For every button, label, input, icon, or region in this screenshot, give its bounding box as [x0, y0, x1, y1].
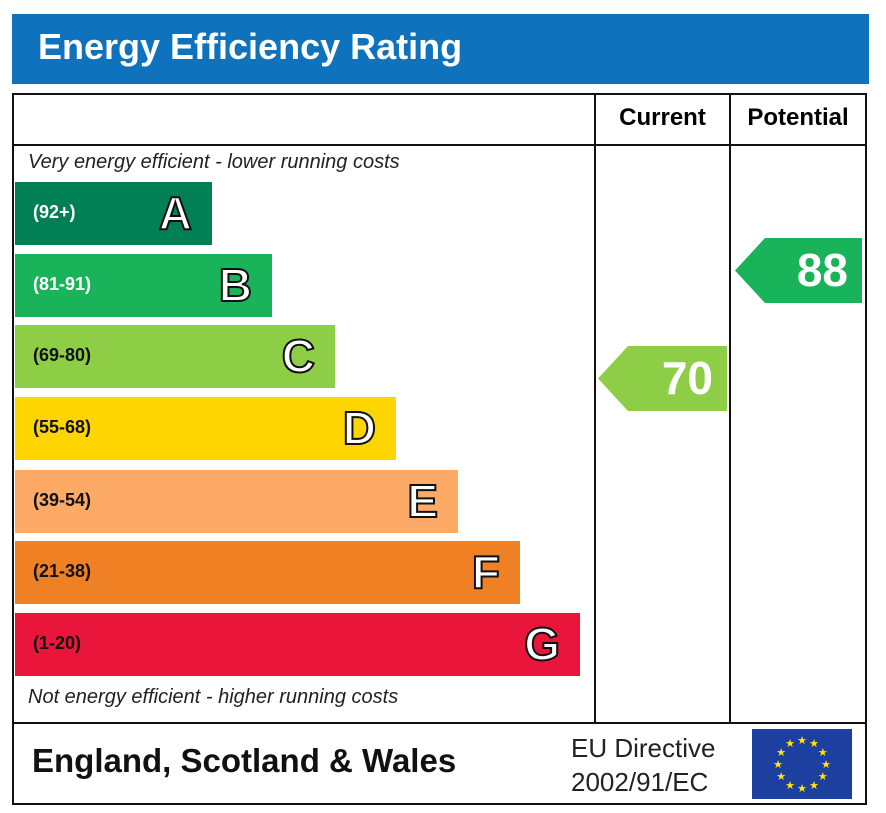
directive-line1: EU Directive	[571, 733, 716, 763]
band-range: (1-20)	[33, 633, 82, 653]
star-icon: ★	[818, 747, 828, 759]
band-F: (21-38) F	[15, 541, 520, 604]
eu-directive: EU Directive 2002/91/EC	[571, 731, 715, 799]
star-icon: ★	[773, 759, 783, 771]
band-letter: E	[406, 474, 439, 528]
band-A: (92+) A	[15, 182, 212, 245]
band-range: (39-54)	[33, 490, 92, 510]
star-icon: ★	[818, 771, 828, 783]
band-range: (69-80)	[33, 345, 92, 365]
star-icon: ★	[776, 747, 786, 759]
star-icon: ★	[797, 735, 807, 747]
potential-rating-arrow: 88	[735, 238, 862, 303]
band-D: (55-68) D	[15, 397, 396, 460]
rating-table	[12, 93, 867, 805]
footer-region: England, Scotland & Wales	[32, 742, 457, 779]
band-B: (81-91) B	[15, 254, 272, 317]
star-icon: ★	[785, 780, 795, 792]
current-rating-arrow: 70	[598, 346, 727, 411]
title-banner: Energy Efficiency Rating	[12, 14, 869, 84]
band-range: (92+)	[33, 202, 76, 222]
eu-flag-icon: ★ ★ ★ ★ ★ ★ ★ ★ ★ ★ ★ ★	[752, 729, 852, 799]
band-E: (39-54) E	[15, 470, 458, 533]
top-note: Very energy efficient - lower running co…	[28, 151, 400, 173]
current-rating-value: 70	[661, 352, 713, 404]
band-range: (81-91)	[33, 274, 92, 294]
star-icon: ★	[821, 759, 831, 771]
divider	[12, 722, 867, 724]
star-icon: ★	[809, 780, 819, 792]
bottom-note: Not energy efficient - higher running co…	[28, 686, 399, 708]
band-G: (1-20) G	[15, 613, 580, 676]
star-icon: ★	[797, 783, 807, 795]
column-header-potential: Potential	[747, 104, 849, 131]
band-letter: D	[342, 401, 377, 455]
band-letter: C	[281, 329, 316, 383]
band-letter: G	[523, 617, 561, 671]
star-icon: ★	[809, 738, 819, 750]
band-letter: A	[158, 186, 193, 240]
band-C: (69-80) C	[15, 325, 335, 388]
chart-title: Energy Efficiency Rating	[38, 26, 463, 67]
column-header-current: Current	[619, 104, 706, 131]
directive-line2: 2002/91/EC	[571, 767, 709, 797]
divider	[594, 93, 596, 723]
divider	[12, 144, 867, 146]
band-letter: B	[218, 258, 253, 312]
band-range: (55-68)	[33, 417, 92, 437]
star-icon: ★	[785, 738, 795, 750]
band-letter: F	[471, 545, 501, 599]
band-range: (21-38)	[33, 561, 92, 581]
divider	[729, 93, 731, 723]
potential-rating-value: 88	[796, 244, 848, 296]
star-icon: ★	[776, 771, 786, 783]
